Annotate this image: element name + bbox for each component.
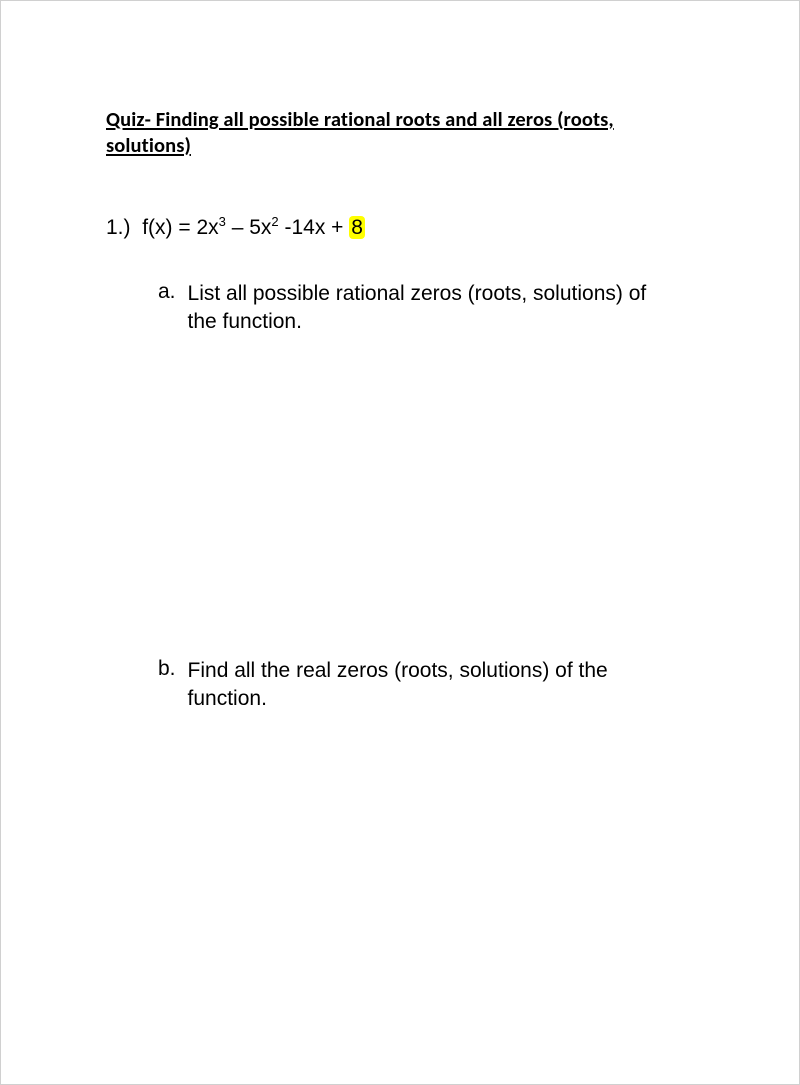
exponent-3: 3 <box>219 214 226 229</box>
exponent-2: 2 <box>271 214 278 229</box>
part-a-text: List all possible rational zeros (roots,… <box>188 280 668 337</box>
part-a: a. List all possible rational zeros (roo… <box>158 280 699 337</box>
term-5x: – 5x <box>226 216 272 239</box>
question-number: 1.) <box>106 216 131 239</box>
workspace-a <box>106 337 699 657</box>
term-14x: -14x + <box>279 216 350 239</box>
fx-prefix: f(x) = 2x <box>142 216 218 239</box>
question-1: 1.) f(x) = 2x3 – 5x2 -14x + 8 <box>106 216 699 240</box>
part-b: b. Find all the real zeros (roots, solut… <box>158 657 699 714</box>
worksheet-page: Quiz- Finding all possible rational root… <box>0 0 800 1085</box>
highlighted-constant: 8 <box>349 216 365 239</box>
function-definition: f(x) = 2x3 – 5x2 -14x + 8 <box>142 216 365 239</box>
part-b-text: Find all the real zeros (roots, solution… <box>188 657 668 714</box>
quiz-title: Quiz- Finding all possible rational root… <box>106 106 699 158</box>
part-b-letter: b. <box>158 657 176 681</box>
part-a-letter: a. <box>158 280 176 304</box>
